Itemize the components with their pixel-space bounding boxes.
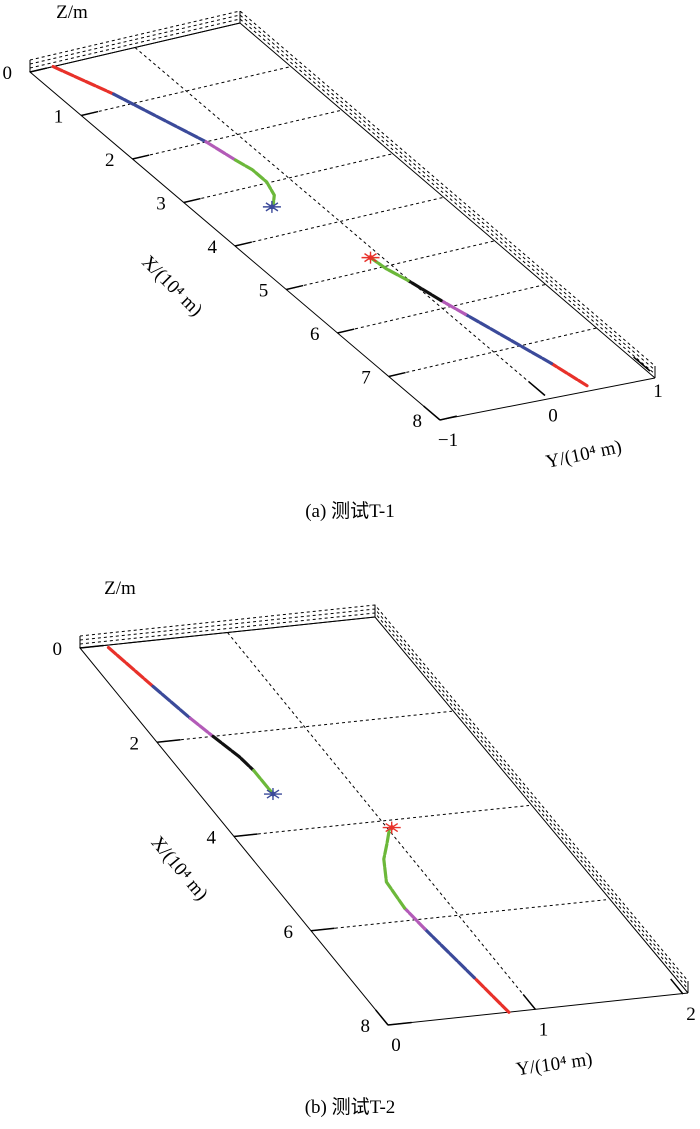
caption-b: (b) 测试T-2 bbox=[305, 1096, 396, 1118]
x-tick bbox=[234, 241, 252, 247]
grid-line-x bbox=[233, 805, 530, 837]
z-box-edge bbox=[79, 608, 689, 986]
trajectory-segment bbox=[403, 906, 427, 931]
end-marker bbox=[382, 821, 401, 834]
trajectory-segment bbox=[406, 278, 443, 303]
x-tick-label: 4 bbox=[208, 237, 218, 258]
trajectory-segment bbox=[211, 734, 256, 773]
axis-labels: 0 1 2 3 4 5 6 7 8 −1 0 1 Z/m X/(10⁴ m) Y/(10⁴ m) bbox=[3, 2, 663, 473]
x-tick-label: 4 bbox=[207, 828, 217, 849]
z-box-edge bbox=[29, 18, 656, 375]
y-tick-label: 1 bbox=[539, 1020, 549, 1041]
plot-frame bbox=[28, 10, 656, 421]
end-marker bbox=[262, 200, 281, 213]
x-tick bbox=[183, 197, 201, 204]
y-tick bbox=[670, 978, 684, 995]
grid-line-x bbox=[234, 196, 446, 247]
plot-grid bbox=[81, 47, 599, 396]
y-tick bbox=[528, 381, 546, 397]
trajectory-segment bbox=[439, 298, 467, 316]
x-tick-label: 8 bbox=[361, 1016, 371, 1037]
y-tick bbox=[423, 405, 441, 421]
x-tick-label: 7 bbox=[361, 368, 371, 389]
trajectory-series bbox=[106, 645, 511, 1014]
trajectory-segment bbox=[382, 828, 407, 910]
x-tick bbox=[81, 110, 99, 117]
trajectory-segment bbox=[233, 158, 276, 209]
trajectory-segment bbox=[204, 140, 237, 162]
y-tick-label: −1 bbox=[438, 430, 458, 451]
grid-line-x bbox=[310, 899, 607, 932]
z-box-edge bbox=[79, 616, 689, 994]
y-tick bbox=[522, 993, 537, 1010]
trajectory-series bbox=[51, 64, 589, 388]
x-tick bbox=[29, 67, 47, 73]
end-marker bbox=[263, 788, 282, 801]
z-box-edge bbox=[79, 612, 689, 990]
z-axis-label: Z/m bbox=[56, 2, 88, 23]
y-tick-label: 0 bbox=[548, 406, 558, 427]
x-tick-label: 1 bbox=[54, 107, 64, 128]
x-axis-label: X/(10⁴ m) bbox=[137, 252, 206, 321]
axis-ticks bbox=[29, 67, 651, 421]
plot-grid bbox=[156, 632, 607, 1010]
z-box-edge bbox=[29, 22, 656, 379]
x-tick-label: 5 bbox=[259, 281, 269, 302]
x-tick bbox=[156, 739, 181, 743]
x-tick-label: 6 bbox=[284, 922, 294, 943]
x-tick bbox=[337, 328, 355, 334]
trajectory-segment bbox=[252, 768, 273, 794]
trajectory-segment bbox=[472, 975, 511, 1014]
z-box-edge bbox=[79, 604, 689, 982]
y-tick-label: 1 bbox=[653, 381, 663, 402]
floor-frame bbox=[28, 22, 656, 421]
x-tick-label: 0 bbox=[3, 63, 13, 84]
trajectory-segment bbox=[51, 64, 116, 96]
x-tick bbox=[387, 1021, 412, 1026]
y-tick bbox=[375, 1009, 389, 1026]
trajectory-segment bbox=[188, 716, 215, 739]
end-marker bbox=[361, 251, 380, 264]
z-box-edge bbox=[29, 14, 656, 371]
grid-line-y bbox=[227, 632, 536, 1010]
x-tick-label: 3 bbox=[156, 194, 166, 215]
x-tick-label: 6 bbox=[310, 324, 320, 345]
caption-a: (a) 测试T-1 bbox=[305, 500, 395, 522]
x-tick bbox=[286, 284, 304, 291]
trajectory-segment bbox=[463, 312, 554, 366]
grid-line-y bbox=[134, 47, 546, 396]
grid-line-x bbox=[183, 153, 394, 203]
z-axis-label: Z/m bbox=[104, 578, 136, 599]
x-axis-label: X/(10⁴ m) bbox=[146, 832, 211, 904]
trajectory-segment bbox=[423, 927, 476, 980]
x-tick-label: 8 bbox=[413, 411, 423, 432]
z-box-edge bbox=[29, 10, 656, 367]
y-tick-label: 0 bbox=[391, 1035, 401, 1056]
x-tick-label: 2 bbox=[105, 150, 115, 171]
trajectory-segment bbox=[549, 361, 589, 388]
x-tick bbox=[132, 154, 150, 160]
trajectory-segment bbox=[111, 92, 208, 144]
axis-ticks bbox=[79, 644, 684, 1026]
x-tick bbox=[310, 927, 335, 932]
x-tick-label: 2 bbox=[130, 733, 140, 754]
grid-line-x bbox=[156, 710, 453, 743]
trajectory-segment bbox=[151, 684, 192, 720]
plot-frame bbox=[79, 604, 689, 1026]
x-tick bbox=[233, 833, 258, 838]
y-tick bbox=[633, 356, 651, 372]
y-axis-label: Y/(10⁴ m) bbox=[544, 436, 624, 473]
y-tick-label: 2 bbox=[686, 1004, 696, 1025]
trajectory-segment bbox=[106, 645, 155, 689]
x-tick-label: 0 bbox=[53, 639, 63, 660]
x-tick bbox=[388, 371, 406, 378]
x-tick bbox=[79, 644, 104, 649]
panel-a: 0 1 2 3 4 5 6 7 8 −1 0 1 Z/m X/(10⁴ m) Y/(10⁴ m) (a) 测… bbox=[3, 2, 663, 522]
trajectory-segment bbox=[370, 256, 410, 283]
x-tick bbox=[439, 415, 457, 421]
y-axis-label: Y/(10⁴ m) bbox=[515, 1049, 594, 1080]
